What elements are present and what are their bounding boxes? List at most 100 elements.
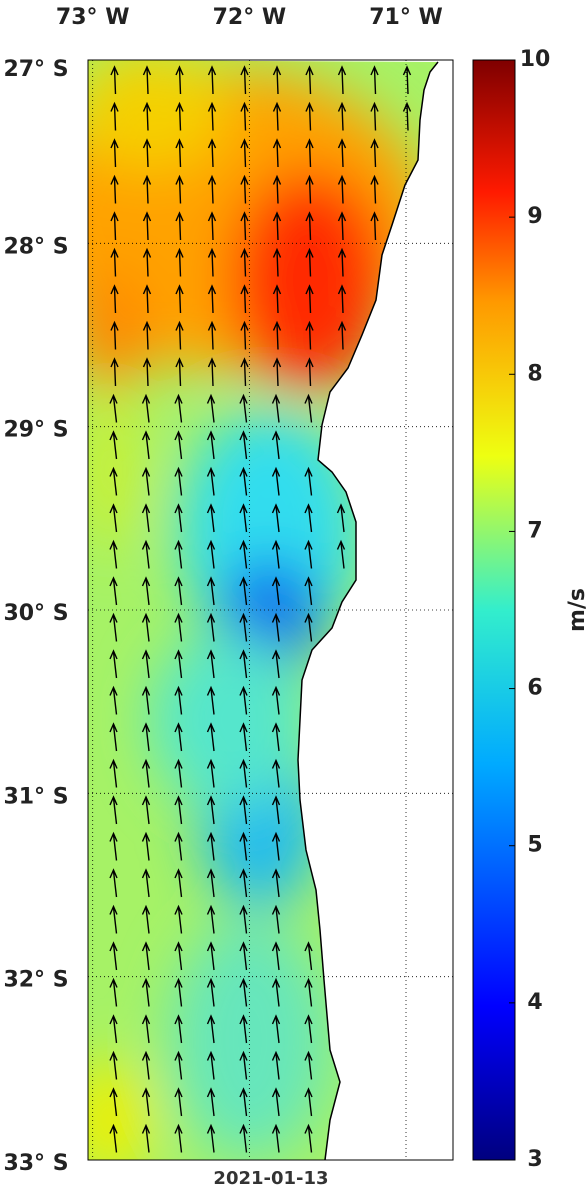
wind-arrow — [110, 284, 119, 314]
wind-arrow — [141, 393, 151, 423]
colorbar-label: m/s — [565, 588, 588, 632]
wind-arrow — [272, 138, 282, 168]
wind-arrow — [174, 503, 183, 533]
wind-arrow — [110, 174, 119, 204]
wind-arrow — [110, 320, 119, 350]
wind-arrow — [206, 539, 216, 569]
wind-arrow — [141, 430, 151, 460]
y-tick-label: 30° S — [3, 601, 68, 626]
wind-arrow — [271, 393, 281, 423]
wind-arrow — [174, 977, 183, 1007]
wind-arrow — [239, 831, 248, 861]
wind-arrow — [174, 831, 183, 861]
wind-arrow — [370, 174, 379, 204]
wind-arrow — [304, 977, 313, 1007]
wind-arrow — [239, 1014, 248, 1044]
wind-arrow — [110, 211, 119, 241]
wind-arrow — [239, 612, 248, 642]
wind-arrow — [141, 612, 151, 642]
wind-arrow — [304, 393, 313, 423]
wind-arrow — [109, 393, 118, 423]
colorbar-tick-label: 10 — [520, 47, 551, 72]
x-tick-label: 71° W — [369, 5, 443, 30]
wind-arrow — [141, 722, 151, 752]
wind-arrow — [305, 320, 314, 350]
wind-arrow — [240, 357, 249, 387]
wind-arrow — [304, 1014, 313, 1044]
wind-arrow — [271, 722, 281, 752]
wind-arrow — [141, 1087, 151, 1117]
wind-arrow — [336, 539, 346, 569]
colorbar-tick-label: 4 — [527, 990, 542, 1015]
wind-arrow — [240, 247, 249, 277]
wind-arrow — [110, 65, 119, 95]
x-tick-label: 72° W — [213, 5, 287, 30]
wind-arrow — [271, 977, 281, 1007]
colorbar-tick-label: 3 — [527, 1147, 542, 1172]
coastline — [297, 61, 439, 1161]
wind-arrow — [272, 320, 282, 350]
wind-arrow — [141, 758, 151, 788]
colorbar-tick-label: 7 — [527, 518, 542, 543]
wind-arrow — [271, 1014, 281, 1044]
wind-arrow — [109, 612, 118, 642]
colorbar — [472, 59, 516, 1161]
wind-arrow — [142, 357, 152, 387]
wind-arrow — [271, 466, 281, 496]
wind-arrow — [110, 138, 119, 168]
wind-arrow — [141, 503, 151, 533]
wind-arrow — [174, 430, 183, 460]
wind-arrow — [337, 320, 347, 350]
wind-arrow — [207, 284, 217, 314]
wind-arrow — [141, 685, 151, 715]
wind-arrow — [206, 941, 216, 971]
wind-arrow — [174, 904, 183, 934]
wind-arrow — [304, 612, 313, 642]
wind-arrow — [239, 795, 248, 825]
wind-arrow — [109, 466, 118, 496]
x-tick-label: 73° W — [56, 5, 130, 30]
wind-arrow — [174, 722, 183, 752]
wind-arrows — [109, 65, 412, 1153]
wind-arrow — [240, 320, 249, 350]
wind-arrow — [337, 247, 347, 277]
wind-arrow — [206, 503, 216, 533]
wind-arrow — [141, 466, 151, 496]
y-tick-label: 27° S — [3, 57, 68, 82]
wind-arrow — [240, 211, 249, 241]
wind-arrow — [109, 758, 118, 788]
wind-arrow — [109, 795, 118, 825]
wind-arrow — [271, 1087, 281, 1117]
wind-arrow — [142, 284, 152, 314]
wind-arrow — [175, 284, 184, 314]
wind-arrow — [337, 138, 347, 168]
wind-arrow — [109, 1014, 118, 1044]
wind-arrow — [272, 65, 282, 95]
wind-arrow — [142, 101, 152, 131]
wind-arrow — [141, 1014, 151, 1044]
wind-arrow — [175, 65, 184, 95]
wind-arrow — [109, 722, 118, 752]
wind-arrow — [207, 101, 217, 131]
wind-arrow — [110, 247, 119, 277]
wind-arrow — [239, 1050, 248, 1080]
wind-arrow — [206, 904, 216, 934]
wind-arrow — [206, 393, 216, 423]
wind-arrow — [271, 649, 281, 679]
wind-arrow — [239, 576, 248, 606]
wind-arrow — [206, 466, 216, 496]
wind-arrow — [240, 65, 249, 95]
wind-arrow — [271, 576, 281, 606]
wind-arrow — [174, 1087, 183, 1117]
wind-arrow — [141, 831, 151, 861]
wind-arrow — [141, 576, 151, 606]
wind-arrow — [239, 722, 248, 752]
wind-arrow — [239, 393, 248, 423]
wind-arrow — [174, 393, 183, 423]
wind-arrow — [271, 941, 281, 971]
wind-arrow — [271, 1123, 281, 1153]
wind-arrow — [239, 904, 248, 934]
wind-arrow — [304, 576, 313, 606]
wind-arrow — [206, 758, 216, 788]
wind-arrow — [207, 211, 217, 241]
